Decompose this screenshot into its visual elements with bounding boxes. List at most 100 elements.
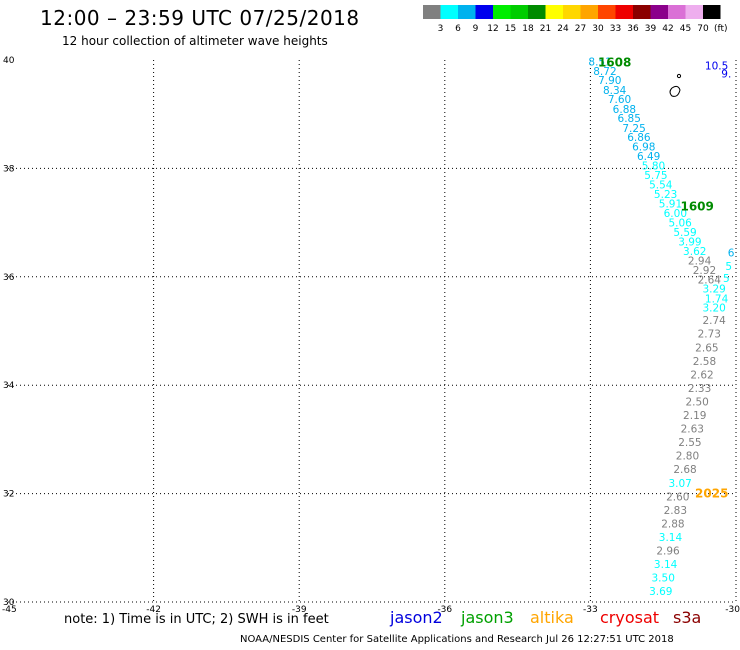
scale-swatch [510, 5, 528, 19]
scale-unit-label: (ft) [714, 24, 728, 34]
wave-height-reading: 6.49 [637, 151, 660, 163]
map-title: 12:00 – 23:59 UTC 07/25/2018 [40, 6, 360, 30]
wave-height-reading: 2.33 [688, 383, 711, 395]
scale-swatch [458, 5, 476, 19]
wave-height-reading: 5.06 [668, 218, 692, 230]
latitude-label: 30 [3, 598, 15, 608]
wave-height-reading: 7.60 [608, 94, 631, 106]
wave-height-reading: 2.92 [693, 265, 716, 277]
wave-height-reading: 2.55 [678, 437, 701, 449]
pass-label: 1609 [680, 199, 713, 213]
wave-height-reading: 3.62 [683, 246, 706, 258]
scale-tick-label: 27 [575, 24, 586, 34]
wave-height-reading: 3.69 [649, 586, 672, 598]
wave-height-reading: 3.50 [652, 573, 675, 585]
wave-height-reading: 8.34 [603, 85, 627, 97]
latitude-label: 32 [3, 490, 14, 500]
satellite-label-jason2: jason2 [390, 608, 443, 627]
scale-swatch [668, 5, 686, 19]
scale-tick-label: 33 [610, 24, 621, 34]
scale-swatch [475, 5, 493, 19]
wave-height-reading: 2.64 [698, 275, 722, 287]
pass-label: 1608 [598, 56, 631, 70]
wave-height-reading: 2.80 [676, 451, 699, 463]
wave-height-reading: 5.59 [673, 227, 696, 239]
wave-height-reading: 3.29 [702, 284, 725, 296]
latitude-label: 36 [3, 273, 15, 283]
wave-height-reading: 2.62 [690, 369, 713, 381]
scale-tick-label: 6 [455, 24, 461, 34]
wave-height-reading: 3.99 [678, 237, 701, 249]
scale-swatch [650, 5, 668, 19]
latitude-label: 38 [3, 164, 15, 174]
scale-swatch [545, 5, 563, 19]
wave-height-reading: 1.74 [705, 293, 729, 305]
longitude-label: -36 [437, 605, 452, 615]
scale-tick-label: 9 [473, 24, 479, 34]
wave-height-reading: 5.23 [654, 189, 677, 201]
scale-swatch [493, 5, 511, 19]
scale-tick-label: 24 [557, 24, 569, 34]
wave-height-reading: 3.07 [668, 478, 691, 490]
wave-height-reading: 2.63 [681, 424, 704, 436]
wave-height-reading: 8.51 [588, 57, 611, 69]
scale-swatch [615, 5, 633, 19]
wave-height-reading: 10.5 [705, 60, 728, 72]
scale-tick-label: 30 [592, 24, 604, 34]
scale-swatch [528, 5, 546, 19]
scale-tick-label: 15 [505, 24, 516, 34]
wave-height-reading: 2.96 [656, 546, 680, 558]
scale-swatch [685, 5, 703, 19]
wave-height-reading: 2.58 [693, 356, 716, 368]
wave-height-reading: 5.91 [659, 199, 682, 211]
longitude-label: -45 [2, 605, 17, 615]
wave-height-reading: 5 [723, 273, 730, 285]
wave-height-reading: 2.83 [664, 505, 687, 517]
wave-height-reading: 2.73 [698, 329, 721, 341]
map-subtitle: 12 hour collection of altimeter wave hei… [62, 34, 328, 48]
wave-height-reading: 6.88 [613, 104, 636, 116]
wave-height-reading: 3.14 [659, 532, 683, 544]
island-outline [676, 73, 682, 79]
scale-swatch [633, 5, 651, 19]
scale-swatch [598, 5, 616, 19]
longitude-label: -30 [725, 605, 740, 615]
wave-height-reading: 6.00 [664, 208, 687, 220]
wave-height-reading: 5.80 [642, 161, 665, 173]
satellite-label-jason3: jason3 [461, 608, 514, 627]
scale-swatch [563, 5, 581, 19]
wave-height-reading: 5 [725, 261, 732, 273]
scale-swatch [440, 5, 458, 19]
island-outline [669, 85, 681, 97]
credit-line: NOAA/NESDIS Center for Satellite Applica… [240, 634, 674, 645]
wave-height-reading: 6.98 [632, 142, 655, 154]
scale-tick-label: 12 [487, 24, 498, 34]
longitude-label: -42 [146, 605, 161, 615]
wave-height-reading: 2.65 [695, 342, 718, 354]
wave-height-reading: 6.86 [627, 132, 651, 144]
wave-height-reading: 2.74 [702, 315, 726, 327]
scale-tick-label: 18 [522, 24, 534, 34]
satellite-label-s3a: s3a [673, 608, 702, 627]
wave-height-reading: 2.19 [683, 410, 706, 422]
wave-height-reading: 6 [728, 247, 735, 259]
latitude-label: 40 [3, 56, 15, 66]
satellite-label-cryosat: cryosat [600, 608, 660, 627]
longitude-label: -39 [292, 605, 307, 615]
scale-swatch [580, 5, 598, 19]
scale-tick-label: 45 [680, 24, 691, 34]
wave-height-reading: 3.14 [654, 559, 678, 571]
wave-height-reading: 5.54 [649, 180, 673, 192]
scale-tick-label: 21 [540, 24, 551, 34]
scale-swatch [423, 5, 441, 19]
pass-label: 2025 [695, 487, 728, 501]
wave-height-reading: 3.20 [702, 303, 725, 315]
wave-height-reading: 2.68 [673, 464, 696, 476]
wave-height-reading: 6.85 [618, 113, 641, 125]
wave-height-reading: 2.60 [666, 491, 689, 503]
wave-height-reading: 2.50 [685, 396, 708, 408]
wave-height-reading: 7.25 [622, 123, 645, 135]
scale-tick-label: 42 [662, 24, 673, 34]
wave-height-reading: 2.94 [688, 256, 712, 268]
